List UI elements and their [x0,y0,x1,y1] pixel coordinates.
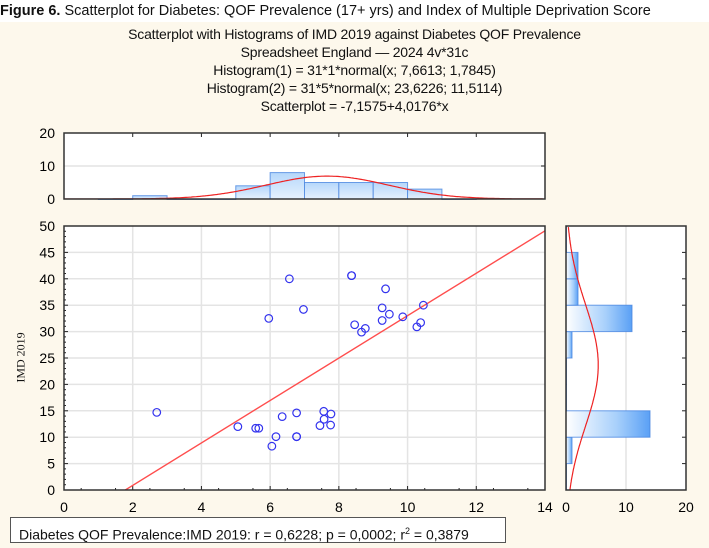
figure-label: Figure 6. [0,3,61,19]
x-tick-label: 4 [198,499,206,515]
histogram-bar [565,331,573,359]
regression-line [123,230,545,490]
histogram-bar [565,304,633,333]
data-point [277,412,287,422]
histogram-bar [565,410,651,438]
x-tick-label: 10 [400,499,416,515]
y-tick-label: 40 [39,271,55,287]
scatter-formula: Scatterplot = -7,1575+4,0176*x [260,98,449,114]
data-point [384,309,394,319]
x-tick-label: 2 [129,499,137,515]
x-tick-label: 10 [618,499,634,515]
data-point [347,271,356,281]
histogram-bar [304,182,340,200]
data-point [398,312,408,322]
y-axis-label: IMD 2019 [13,332,28,383]
histogram-bar [565,436,573,465]
data-point [418,300,428,310]
y-tick-label: 10 [39,429,55,445]
y-tick-label: 0 [47,191,55,207]
y-tick-label: 0 [47,482,55,498]
figure-caption: Figure 6. Scatterplot for Diabetes: QOF … [0,0,709,22]
data-point [271,432,281,442]
data-point [381,284,390,294]
data-point [326,409,336,419]
data-point [292,408,301,418]
y-tick-label: 50 [39,218,55,234]
y-tick-label: 35 [39,297,55,313]
histogram-bar [269,172,305,200]
r-squared-value: = 0,3879 [410,526,469,543]
data-point [284,274,294,284]
data-point [264,314,274,323]
data-point [152,407,162,417]
x-tick-label: 6 [266,499,274,515]
y-tick-label: 5 [47,456,55,472]
x-tick-label: 12 [468,499,484,515]
plot-frame [63,225,546,491]
data-point [315,421,325,430]
y-tick-label: 25 [39,350,55,366]
x-tick-label: 14 [537,499,553,515]
data-point [292,432,301,442]
top-hist-frame [63,132,546,200]
x-tick-label: 20 [678,499,694,515]
y-tick-label: 15 [39,403,55,419]
y-tick-label: 10 [39,158,55,174]
data-point [299,305,308,314]
top-histogram: 0 10 20 [39,125,546,207]
scatter-plot: 0 2 4 6 8 10 12 14 0 5 10 15 20 25 30 35 40 45 50 [39,218,553,515]
histogram-bar [338,182,374,200]
figure-caption-text: Scatterplot for Diabetes: QOF Prevalence… [64,3,651,19]
data-point [251,423,261,433]
right-histogram: 0 10 20 [562,225,694,515]
data-point [326,420,336,430]
y-tick-label: 20 [39,376,55,392]
right-hist-frame [565,225,687,491]
x-tick-label: 0 [562,499,570,515]
data-point [267,441,277,451]
histogram-bar [565,278,579,306]
chart-titles: Scatterplot with Histograms of IMD 2019 … [0,25,709,115]
correlation-text: Diabetes QOF Prevalence:IMD 2019: r = 0,… [19,526,405,543]
y-tick-label: 20 [39,125,55,141]
data-point [254,423,264,433]
y-tick-label: 45 [39,244,55,260]
histogram1-formula: Histogram(1) = 31*1*normal(x; 7,6613; 1,… [213,62,496,78]
data-point [350,320,360,330]
normal-fit-curve [567,227,599,490]
chart-subtitle: Spreadsheet England — 2024 4v*31c [240,44,469,60]
histogram2-formula: Histogram(2) = 31*5*normal(x; 23,6226; 1… [206,80,503,96]
x-tick-label: 0 [60,499,68,515]
data-point [319,414,329,424]
correlation-summary: Diabetes QOF Prevalence:IMD 2019: r = 0,… [10,517,506,543]
chart-title: Scatterplot with Histograms of IMD 2019 … [128,26,581,42]
y-tick-label: 30 [39,324,55,340]
data-point [360,324,370,333]
data-point [416,318,426,328]
data-point [233,422,243,432]
x-tick-label: 8 [335,499,343,515]
data-point [377,316,387,325]
data-point [377,303,387,313]
r-squared-superscript: 2 [405,526,411,536]
